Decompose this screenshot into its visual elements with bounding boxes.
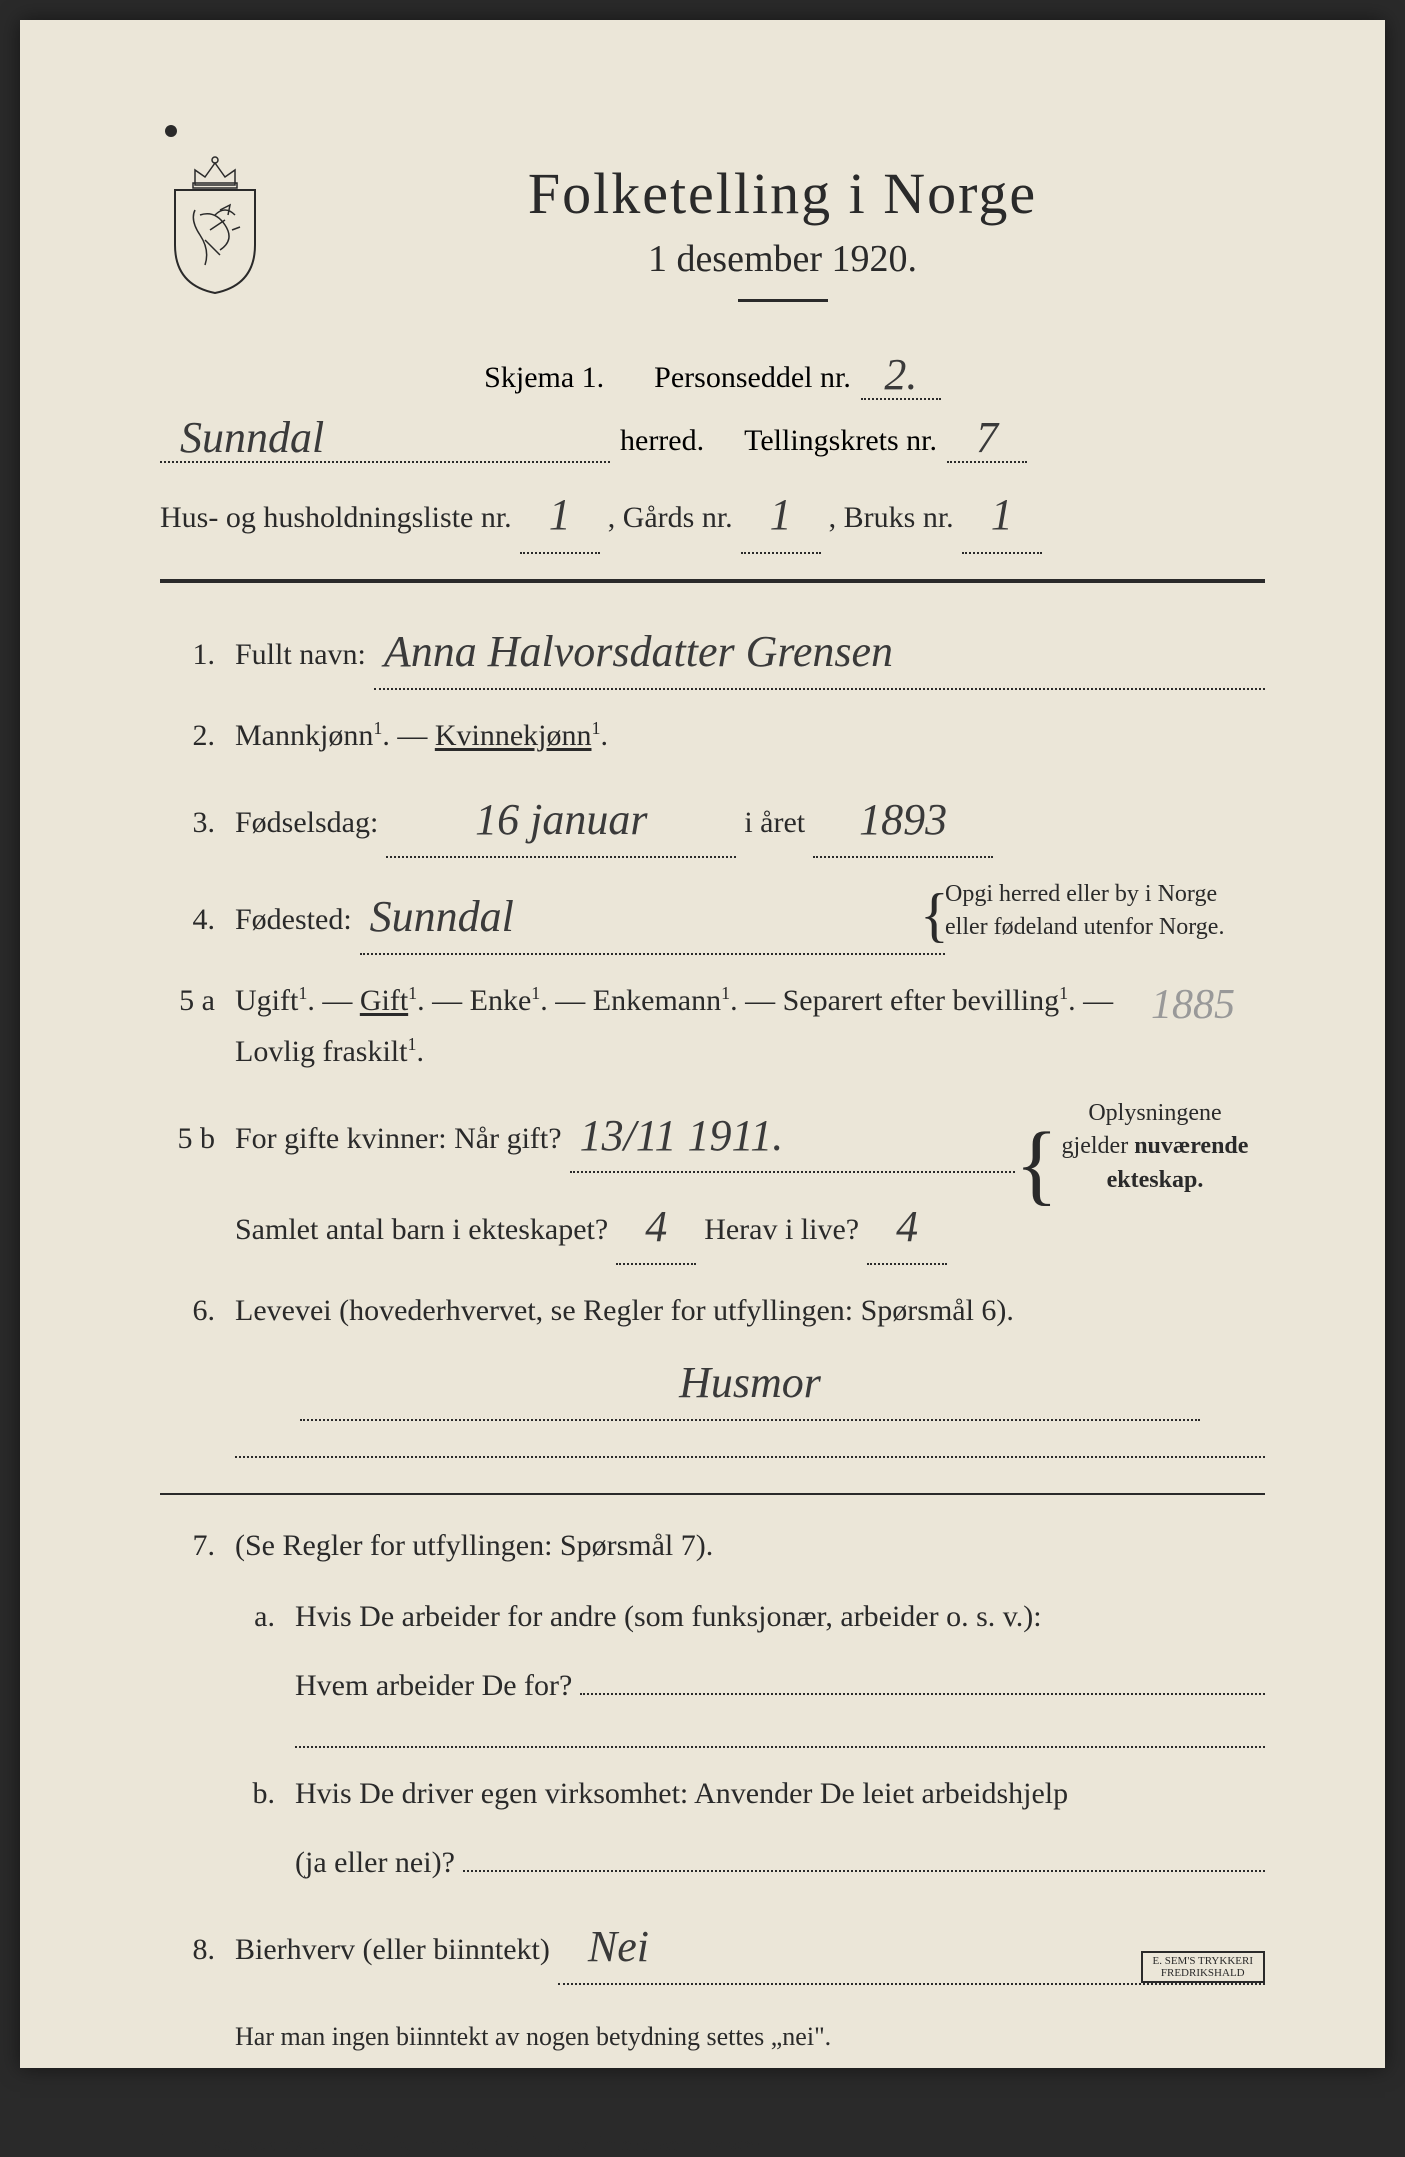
personseddel-value: 2. (884, 349, 917, 400)
liste-line: Hus- og husholdningsliste nr. 1 , Gårds … (160, 473, 1265, 554)
q3-num: 3. (160, 806, 215, 840)
q5b-num: 5 b (160, 1122, 215, 1156)
q6-blank-line (235, 1456, 1265, 1458)
q1-value: Anna Halvorsdatter Grensen (384, 615, 893, 690)
divider-thin (160, 1493, 1265, 1495)
q7a-num: a. (235, 1600, 275, 1634)
q8-value: Nei (588, 1910, 649, 1985)
coat-of-arms (160, 155, 270, 305)
q1-label: Fullt navn: (235, 629, 366, 680)
tellingskrets-label: Tellingskrets nr. (744, 424, 937, 458)
shield-icon (170, 185, 260, 295)
q3-day: 16 januar (475, 783, 647, 858)
bruks-label: , Bruks nr. (829, 491, 954, 545)
q6-num: 6. (160, 1294, 215, 1328)
main-title: Folketelling i Norge (300, 160, 1265, 227)
herred-line: Sunndal herred. Tellingskrets nr. 7 (160, 410, 1265, 463)
q8-note: Har man ingen biinntekt av nogen betydni… (235, 2022, 831, 2051)
q5a-gift: Gift (360, 984, 408, 1017)
footnote-marker: 1 (160, 2131, 168, 2147)
q5b-live-label: Herav i live? (704, 1204, 859, 1255)
skjema-label: Skjema 1. (484, 361, 604, 395)
q5a: 5 a Ugift1. — Gift1. — Enke1. — Enkemann… (160, 975, 1265, 1077)
q4-label: Fødested: (235, 894, 352, 945)
q7a-l1: Hvis De arbeider for andre (som funksjon… (295, 1591, 1265, 1642)
q5b-gift-value: 13/11 1911. (580, 1099, 784, 1174)
q3-label: Fødselsdag: (235, 797, 378, 848)
q8: 8. Bierhverv (eller biinntekt) Nei (160, 1908, 1265, 1985)
personseddel-label: Personseddel nr. (654, 361, 851, 395)
hus-label: Hus- og husholdningsliste nr. (160, 491, 512, 545)
q7-num: 7. (160, 1529, 215, 1563)
q6-label: Levevei (hovederhvervet, se Regler for u… (235, 1294, 1014, 1327)
q8-num: 8. (160, 1933, 215, 1967)
q3: 3. Fødselsdag: 16 januar i året 1893 (160, 781, 1265, 858)
q6: 6. Levevei (hovederhvervet, se Regler fo… (160, 1285, 1265, 1458)
printer-mark: E. SEM'S TRYKKERI FREDRIKSHALD (1141, 1951, 1266, 1983)
header: Folketelling i Norge 1 desember 1920. (160, 160, 1265, 327)
q5a-enke: Enke (470, 984, 532, 1017)
subtitle: 1 desember 1920. (300, 237, 1265, 281)
gards-value: 1 (770, 475, 792, 554)
printer-l2: FREDRIKSHALD (1153, 1967, 1254, 1979)
q2: 2. Mannkjønn1. — Kvinnekjønn1. (160, 710, 1265, 761)
q5a-separert: Separert efter bevilling (783, 984, 1060, 1017)
footnote-bold: tydelig understrekning av de ord som pas… (347, 2131, 767, 2156)
q3-year-label: i året (744, 797, 805, 848)
skjema-line: Skjema 1. Personseddel nr. 2. (160, 347, 1265, 400)
q7a: a. Hvis De arbeider for andre (som funks… (160, 1591, 1265, 1748)
divider-thick (160, 579, 1265, 583)
q3-year: 1893 (859, 783, 947, 858)
q5b-note-l3: ekteskap. (1045, 1164, 1265, 1198)
q2-num: 2. (160, 719, 215, 753)
q5b-live-value: 4 (896, 1190, 918, 1265)
hus-value: 1 (549, 475, 571, 554)
q5a-enkemann: Enkemann (593, 984, 721, 1017)
herred-label: herred. (620, 424, 704, 458)
q4-note-l1: Opgi herred eller by i Norge (945, 878, 1265, 912)
q8-label: Bierhverv (eller biinntekt) (235, 1924, 550, 1975)
q4-note: Opgi herred eller by i Norge eller fødel… (945, 878, 1265, 945)
q5a-num: 5 a (160, 984, 215, 1018)
q2-kvinne: Kvinnekjønn (435, 719, 592, 752)
q7b-l2: (ja eller nei)? (295, 1837, 455, 1888)
q7b-l1: Hvis De driver egen virksomhet: Anvender… (295, 1768, 1265, 1819)
q5b-barn-label: Samlet antal barn i ekteskapet? (235, 1204, 608, 1255)
census-form-page: Folketelling i Norge 1 desember 1920. Sk… (20, 20, 1385, 2068)
footnote-pre: Her kan svares ved (173, 2131, 347, 2156)
q4-note-l2: eller fødeland utenfor Norge. (945, 911, 1265, 945)
title-block: Folketelling i Norge 1 desember 1920. (300, 160, 1265, 327)
ink-dot (165, 125, 177, 137)
q4: 4. Fødested: Sunndal Opgi herred eller b… (160, 878, 1265, 955)
q7b-num: b. (235, 1777, 275, 1811)
q7a-l2: Hvem arbeider De for? (295, 1660, 572, 1711)
bruks-value: 1 (991, 475, 1013, 554)
q4-value: Sunndal (370, 880, 514, 955)
q7: 7. (Se Regler for utfyllingen: Spørsmål … (160, 1520, 1265, 1571)
q1: 1. Fullt navn: Anna Halvorsdatter Grense… (160, 613, 1265, 690)
q5a-fraskilt: Lovlig fraskilt (235, 1035, 407, 1068)
q7a-blank-line (295, 1746, 1265, 1748)
title-rule (738, 299, 828, 302)
q5b-note: Oplysningene gjelder nuværende ekteskap. (1045, 1097, 1265, 1198)
q5b-note-l1: Oplysningene (1045, 1097, 1265, 1131)
q5b-barn-value: 4 (645, 1190, 667, 1265)
q2-sep: — (397, 719, 435, 752)
tellingskrets-value: 7 (976, 412, 998, 463)
q1-num: 1. (160, 638, 215, 672)
q7b: b. Hvis De driver egen virksomhet: Anven… (160, 1768, 1265, 1888)
herred-value: Sunndal (180, 412, 324, 463)
q5a-pencil: 1885 (1151, 970, 1235, 1041)
footnote: 1 Her kan svares ved tydelig understrekn… (160, 2119, 801, 2157)
q2-mann: Mannkjønn (235, 719, 373, 752)
q7-label: (Se Regler for utfyllingen: Spørsmål 7). (235, 1529, 713, 1562)
q5b: 5 b For gifte kvinner: Når gift? 13/11 1… (160, 1097, 1265, 1266)
gards-label: , Gårds nr. (608, 491, 733, 545)
q4-num: 4. (160, 903, 215, 937)
q5a-ugift: Ugift (235, 984, 298, 1017)
printer-l1: E. SEM'S TRYKKERI (1153, 1955, 1254, 1967)
q8-note-row: Har man ingen biinntekt av nogen betydni… (160, 2015, 1265, 2059)
q6-value: Husmor (679, 1346, 821, 1421)
q5b-gift-label: For gifte kvinner: Når gift? (235, 1113, 562, 1164)
